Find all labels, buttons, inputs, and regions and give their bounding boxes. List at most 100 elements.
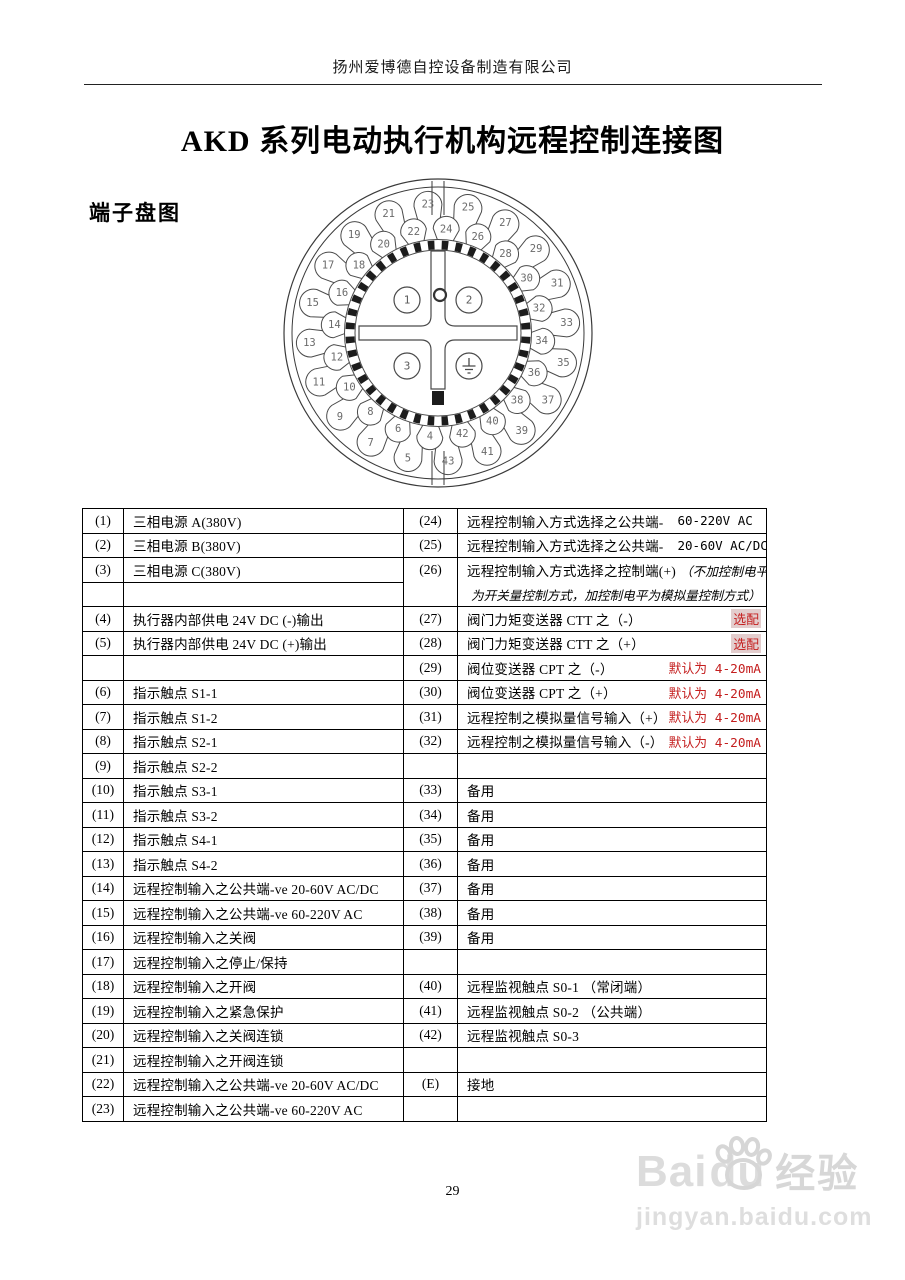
terminal-number-label: 31 <box>551 278 564 290</box>
terminal-desc-cell: 备用 <box>458 876 767 901</box>
terminal-id-cell: (2) <box>83 533 124 558</box>
terminal-id-cell: (11) <box>83 803 124 828</box>
terminal-desc-cell: 远程控制输入方式选择之控制端(+) （不加控制电平 <box>458 558 767 584</box>
terminal-desc-cell: 远程控制之模拟量信号输入（-） 默认为 4-20mA <box>458 729 767 754</box>
baidu-watermark: Bai du 经验 jingyan.baidu.com <box>636 1136 896 1232</box>
terminal-id-cell: (16) <box>83 925 124 950</box>
terminal-number-label: 25 <box>462 202 475 214</box>
terminal-petal <box>384 413 411 443</box>
diagram-outer-rim <box>283 178 593 488</box>
cross-bottom-block <box>432 391 444 405</box>
terminal-desc-cell: 远程控制输入之公共端-ve 20-60V AC/DC <box>124 1072 404 1097</box>
terminal-desc-cell: 指示触点 S4-1 <box>124 827 404 852</box>
terminal-desc-cell: 备用 <box>458 803 767 828</box>
terminal-number-label: 35 <box>557 357 570 369</box>
inner-terminal-circle <box>393 352 421 380</box>
terminal-petal <box>356 405 398 457</box>
terminal-desc-cell: 三相电源 C(380V) <box>124 558 404 583</box>
terminal-id-cell: (40) <box>404 974 458 999</box>
terminal-number-label: 11 <box>312 376 325 388</box>
terminal-id-cell: (7) <box>83 705 124 730</box>
terminal-desc-cell: 指示触点 S3-2 <box>124 803 404 828</box>
terminal-desc-cell: 远程控制输入之紧急保护 <box>124 999 404 1024</box>
terminal-desc-cell <box>124 582 404 607</box>
terminal-number-label: 30 <box>520 273 533 285</box>
terminal-petal <box>305 360 358 397</box>
terminal-number-label: 8 <box>367 406 373 418</box>
inner-terminal-label: 3 <box>404 360 411 373</box>
terminal-number-label: 18 <box>353 259 366 271</box>
paw-icon <box>715 1136 772 1191</box>
terminal-desc-cell: 远程控制之模拟量信号输入（+） 默认为 4-20mA <box>458 705 767 730</box>
terminal-desc-cell: 阀门力矩变送器 CTT 之（+） 选配 <box>458 631 767 656</box>
keyway-notch <box>431 181 445 485</box>
terminal-number-label: 32 <box>533 303 546 315</box>
terminal-desc-cell: 远程监视触点 S0-1 （常闭端） <box>458 974 767 999</box>
watermark-brand-row: Bai du 经验 <box>636 1136 896 1196</box>
terminal-desc-cell: 备用 <box>458 901 767 926</box>
terminal-desc-cell: 执行器内部供电 24V DC (+)输出 <box>124 631 404 656</box>
terminal-petal <box>299 288 353 319</box>
terminal-number-label: 23 <box>422 198 435 210</box>
terminal-desc-cell: 备用 <box>458 778 767 803</box>
terminal-desc-cell: 远程控制输入之开阀 <box>124 974 404 999</box>
terminal-id-cell <box>404 1048 458 1073</box>
terminal-number-label: 29 <box>530 243 543 255</box>
terminal-petal <box>518 269 571 306</box>
terminal-desc-cell <box>458 950 767 975</box>
terminal-id-cell: (17) <box>83 950 124 975</box>
terminal-number-label: 36 <box>528 367 541 379</box>
terminal-id-cell: (13) <box>83 852 124 877</box>
terminal-desc-cell: 阀门力矩变送器 CTT 之（-） 选配 <box>458 607 767 632</box>
terminal-desc-cell: 远程控制输入之公共端-ve 20-60V AC/DC <box>124 876 404 901</box>
terminal-number-label: 20 <box>377 238 390 250</box>
center-cross-bar <box>358 250 518 390</box>
terminal-id-cell: (12) <box>83 827 124 852</box>
terminal-id-cell: (31) <box>404 705 458 730</box>
terminal-desc-cell: 远程监视触点 S0-3 <box>458 1023 767 1048</box>
terminal-id-cell: (33) <box>404 778 458 803</box>
terminal-number-label: 12 <box>331 351 344 363</box>
inner-terminal-label: 1 <box>404 294 411 307</box>
terminal-desc-cell: 指示触点 S2-2 <box>124 754 404 779</box>
terminal-number-label: 39 <box>515 425 528 437</box>
terminal-id-cell: (10) <box>83 778 124 803</box>
watermark-brand-suffix: 经验 <box>775 1152 860 1196</box>
terminal-id-cell <box>404 1097 458 1122</box>
terminal-petal <box>452 194 483 248</box>
terminal-desc-cell: 执行器内部供电 24V DC (-)输出 <box>124 607 404 632</box>
terminal-id-cell: (18) <box>83 974 124 999</box>
terminal-id-cell: (24) <box>404 509 458 534</box>
terminal-desc-cell: 为开关量控制方式，加控制电平为模拟量控制方式） <box>458 582 767 607</box>
terminal-number-label: 10 <box>343 381 356 393</box>
terminal-petal <box>432 215 460 245</box>
inner-terminal-circle <box>455 286 483 314</box>
terminal-number-label: 21 <box>382 208 395 220</box>
terminal-desc-cell: 远程控制输入之开阀连锁 <box>124 1048 404 1073</box>
terminal-id-cell: (30) <box>404 680 458 705</box>
terminal-id-cell: (26) <box>404 558 458 584</box>
terminal-desc-cell: 指示触点 S1-1 <box>124 680 404 705</box>
terminal-id-cell: (36) <box>404 852 458 877</box>
terminal-petal <box>449 418 476 448</box>
terminal-desc-cell: 备用 <box>458 827 767 852</box>
terminal-number-label: 34 <box>535 335 548 347</box>
terminal-desc-cell: 备用 <box>458 925 767 950</box>
company-header: 扬州爱博德自控设备制造有限公司 <box>332 60 573 76</box>
terminal-petal <box>478 209 520 261</box>
page-title: AKD 系列电动执行机构远程控制连接图 <box>180 125 725 158</box>
terminal-id-cell: (4) <box>83 607 124 632</box>
terminal-desc-cell: 远程控制输入之停止/保持 <box>124 950 404 975</box>
terminal-number-label: 6 <box>395 423 401 435</box>
terminal-id-cell: (5) <box>83 631 124 656</box>
terminal-desc-cell <box>458 1097 767 1122</box>
inner-terminal-label: 2 <box>466 294 473 307</box>
terminal-id-cell: (27) <box>404 607 458 632</box>
terminal-desc-cell: 远程控制输入方式选择之公共端- 60-220V AC <box>458 509 767 534</box>
terminal-petal <box>510 373 562 415</box>
terminal-petal <box>340 221 386 270</box>
terminal-desc-cell: 接地 <box>458 1072 767 1097</box>
terminal-desc-cell: 远程控制输入之关阀连锁 <box>124 1023 404 1048</box>
